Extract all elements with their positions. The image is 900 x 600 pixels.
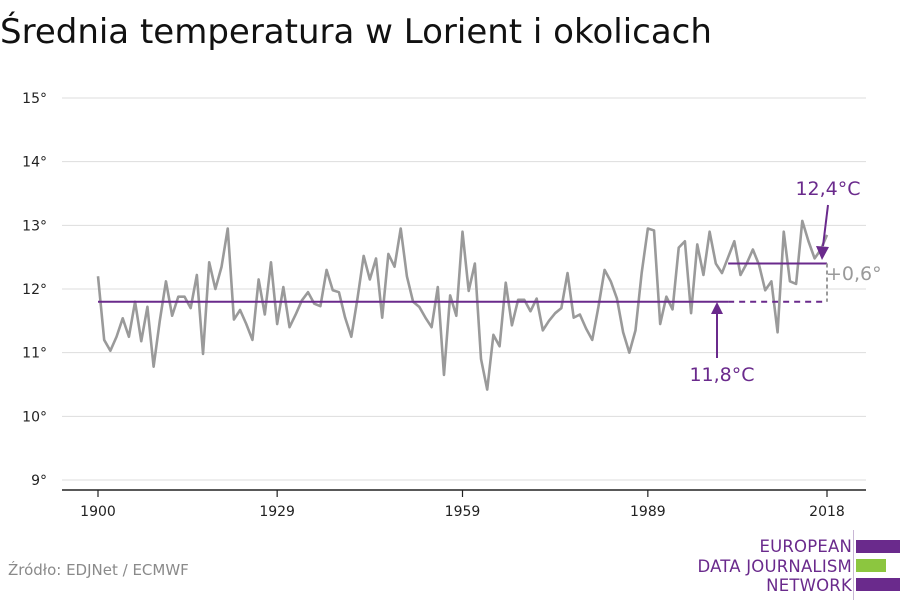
y-tick-label: 11° [22, 346, 47, 362]
recent-value-label: 12,4°C [795, 178, 860, 200]
y-tick-label: 14° [22, 155, 47, 171]
x-tick-label: 1989 [630, 504, 666, 520]
y-tick-label: 10° [22, 409, 47, 425]
reference-lines [98, 262, 828, 303]
recent-arrow-head [816, 246, 829, 260]
y-axis-labels: 9° 10° 11° 12° 13° 14° 15° [22, 91, 47, 489]
baseline-value-label: 11,8°C [689, 364, 754, 386]
x-tick-label: 1929 [259, 504, 295, 520]
source-note: Źródło: EDJNet / ECMWF [8, 561, 189, 579]
logo-line-3: NETWORK [766, 576, 852, 595]
logo-line-1: EUROPEAN [759, 537, 852, 556]
y-tick-label: 13° [22, 218, 47, 234]
logo-divider [853, 530, 854, 600]
page-title: Średnia temperatura w Lorient i okolicac… [0, 12, 712, 52]
y-tick-label: 12° [22, 282, 47, 298]
baseline-arrow-head [711, 302, 723, 314]
x-tick-label: 1900 [80, 504, 116, 520]
difference-label: +0,6° [826, 263, 882, 285]
x-tick-label: 2018 [809, 504, 845, 520]
y-tick-label: 9° [31, 473, 47, 489]
x-tick-label: 1959 [445, 504, 481, 520]
gridlines [62, 97, 866, 481]
logo-bar-purple-1 [856, 540, 900, 553]
edjnet-logo: EUROPEAN DATA JOURNALISM NETWORK [697, 530, 900, 600]
annotations: 11,8°C 12,4°C +0,6° [689, 178, 881, 386]
temperature-series-line [96, 219, 829, 391]
line-chart: 9° 10° 11° 12° 13° 14° 15° 1900 1929 1959 1989 201… [22, 91, 881, 520]
logo-bar-purple-2 [856, 578, 900, 591]
recent-arrow-shaft [822, 204, 829, 247]
logo-bar-green [856, 559, 886, 572]
logo-line-2: DATA JOURNALISM [697, 557, 852, 576]
y-tick-label: 15° [22, 91, 47, 107]
x-axis: 1900 1929 1959 1989 2018 [80, 490, 845, 520]
